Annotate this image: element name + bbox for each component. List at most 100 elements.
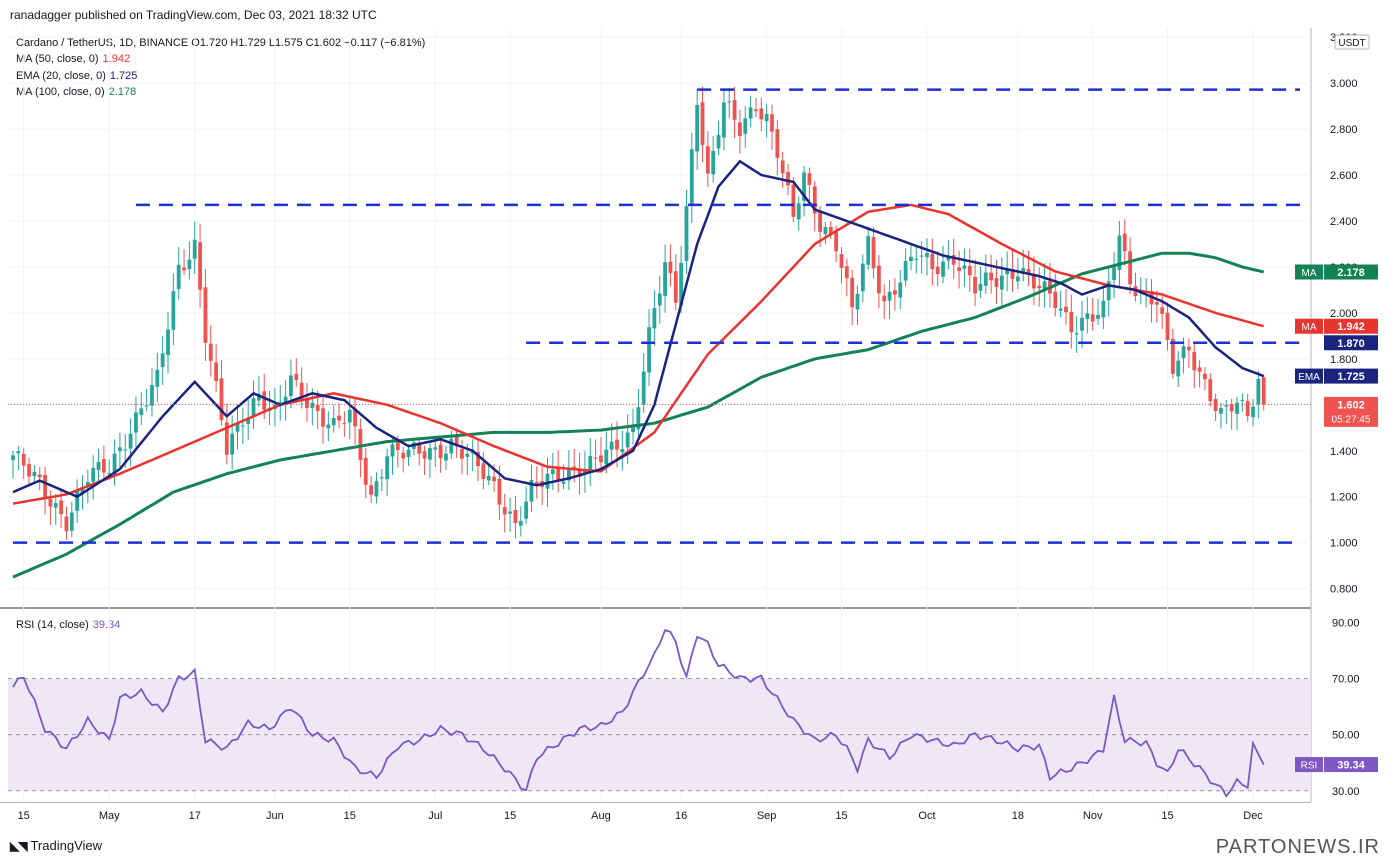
candle-body[interactable]: [1240, 399, 1245, 401]
candle-body[interactable]: [283, 396, 288, 405]
candle-body[interactable]: [11, 455, 15, 460]
candle-body[interactable]: [679, 262, 684, 306]
candle-body[interactable]: [935, 266, 940, 275]
candle-body[interactable]: [1015, 276, 1020, 282]
candle-body[interactable]: [353, 408, 357, 427]
candle-body[interactable]: [16, 451, 21, 454]
candle-body[interactable]: [101, 459, 106, 473]
candle-body[interactable]: [882, 295, 887, 302]
candle-body[interactable]: [812, 186, 817, 214]
candle-body[interactable]: [37, 474, 42, 478]
candle-body[interactable]: [1122, 233, 1127, 252]
candle-body[interactable]: [21, 453, 26, 466]
candle-body[interactable]: [1165, 312, 1170, 340]
candle-body[interactable]: [850, 277, 855, 308]
candle-body[interactable]: [374, 481, 379, 497]
candle-body[interactable]: [465, 453, 470, 457]
candle-body[interactable]: [518, 520, 523, 526]
candle-body[interactable]: [1203, 373, 1207, 380]
candle-body[interactable]: [246, 417, 251, 424]
candle-body[interactable]: [1229, 404, 1234, 412]
candle-body[interactable]: [433, 447, 438, 450]
candle-body[interactable]: [43, 474, 47, 498]
candle-body[interactable]: [508, 511, 512, 514]
candle-body[interactable]: [219, 378, 224, 421]
candle-body[interactable]: [743, 118, 748, 134]
ma100-legend[interactable]: MA (100, close, 0) 2.178: [16, 86, 136, 98]
candle-body[interactable]: [738, 122, 742, 136]
candle-body[interactable]: [1170, 338, 1175, 374]
candle-body[interactable]: [641, 371, 646, 405]
candle-body[interactable]: [75, 490, 80, 511]
candle-body[interactable]: [1064, 306, 1068, 313]
candle-body[interactable]: [657, 293, 662, 306]
candle-body[interactable]: [1154, 302, 1159, 305]
candle-body[interactable]: [529, 479, 534, 502]
candle-body[interactable]: [1208, 379, 1213, 402]
candle-body[interactable]: [481, 463, 486, 480]
rsi-line[interactable]: [12, 628, 1265, 798]
candle-body[interactable]: [171, 291, 176, 330]
ma50-line[interactable]: [12, 203, 1265, 505]
candle-body[interactable]: [224, 422, 229, 455]
candle-body[interactable]: [80, 486, 85, 494]
candle-body[interactable]: [866, 236, 871, 265]
candle-body[interactable]: [502, 507, 507, 515]
candle-body[interactable]: [748, 107, 753, 119]
candle-body[interactable]: [112, 453, 117, 474]
candle-body[interactable]: [572, 466, 577, 468]
candle-body[interactable]: [983, 272, 988, 286]
candle-body[interactable]: [524, 501, 529, 519]
candle-body[interactable]: [973, 277, 977, 294]
candle-body[interactable]: [604, 449, 609, 465]
candle-body[interactable]: [1192, 351, 1197, 371]
candle-body[interactable]: [123, 449, 128, 451]
candle-body[interactable]: [59, 500, 64, 515]
candle-body[interactable]: [1245, 400, 1250, 416]
candle-body[interactable]: [705, 146, 710, 174]
candle-body[interactable]: [609, 441, 614, 450]
candle-body[interactable]: [144, 405, 149, 407]
candle-body[interactable]: [214, 362, 219, 382]
candle-body[interactable]: [545, 473, 550, 489]
candle-body[interactable]: [1160, 307, 1165, 314]
candle-body[interactable]: [1101, 300, 1106, 318]
candle-body[interactable]: [941, 261, 945, 277]
candle-body[interactable]: [716, 135, 721, 149]
candle-body[interactable]: [369, 485, 374, 495]
candle-body[interactable]: [1010, 268, 1015, 279]
candle-body[interactable]: [818, 210, 822, 232]
candle-body[interactable]: [647, 327, 651, 373]
candle-body[interactable]: [855, 293, 860, 310]
candle-body[interactable]: [700, 102, 705, 145]
candle-body[interactable]: [240, 425, 245, 427]
candle-body[interactable]: [251, 398, 256, 418]
candle-body[interactable]: [438, 444, 443, 459]
candle-body[interactable]: [1235, 402, 1239, 414]
candle-body[interactable]: [460, 449, 464, 459]
candle-body[interactable]: [764, 113, 769, 122]
candle-body[interactable]: [583, 469, 587, 475]
candle-body[interactable]: [182, 267, 186, 271]
candle-body[interactable]: [946, 256, 951, 261]
candle-body[interactable]: [834, 232, 839, 252]
candle-body[interactable]: [1261, 377, 1266, 405]
candle-body[interactable]: [1256, 378, 1261, 405]
candle-body[interactable]: [732, 100, 737, 120]
candle-body[interactable]: [278, 401, 283, 403]
candle-body[interactable]: [770, 114, 774, 132]
candle-body[interactable]: [786, 172, 790, 186]
candle-body[interactable]: [620, 449, 625, 453]
candle-body[interactable]: [401, 452, 406, 459]
candle-body[interactable]: [860, 263, 865, 292]
candle-body[interactable]: [967, 265, 972, 276]
candle-body[interactable]: [1187, 346, 1191, 351]
ema20-line[interactable]: [12, 159, 1265, 499]
candle-body[interactable]: [631, 426, 635, 432]
candle-body[interactable]: [444, 453, 448, 461]
candle-body[interactable]: [711, 150, 716, 175]
candle-body[interactable]: [796, 203, 801, 220]
candle-body[interactable]: [823, 227, 828, 235]
candle-body[interactable]: [422, 451, 427, 459]
candle-body[interactable]: [1090, 314, 1095, 322]
